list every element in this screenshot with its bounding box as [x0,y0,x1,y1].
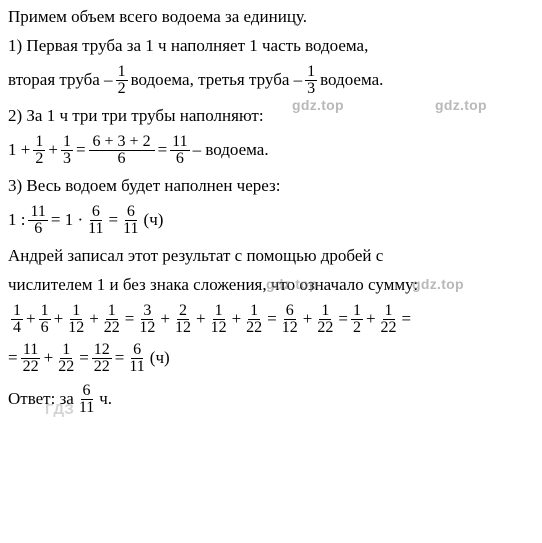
frac-11-6b: 11 6 [28,204,47,237]
p2a: 1 + [8,139,30,162]
frac-6-11d: 6 11 [77,383,96,416]
p2: 2) За 1 ч три три трубы наполняют: [8,105,264,128]
p1: 1) Первая труба за 1 ч наполняет 1 часть… [8,35,368,58]
point-2-eq: 1 + 1 2 + 1 3 = 6 + 3 + 2 6 = 11 6 – вод… [8,134,534,167]
p1b-c: водоема. [320,69,383,92]
frac-1-3b: 1 3 [61,134,73,167]
frac-1-12: 1 12 [66,303,86,336]
frac-632-6: 6 + 3 + 2 6 [89,134,155,167]
desc-2: числителем 1 и без знака сложения, что о… [8,274,534,297]
p3: 3) Весь водоем будет наполнен через: [8,175,280,198]
frac-6-11c: 6 11 [127,342,146,375]
desc2: числителем 1 и без знака сложения, что о… [8,274,418,297]
intro: Примем объем всего водоема за единицу. [8,6,307,29]
frac-6-11b: 6 11 [121,204,140,237]
frac-1-2: 1 2 [116,64,128,97]
ch: (ч) [150,347,170,370]
long-eq-2: = 11 22 + 1 22 = 12 22 = 6 11 (ч) [8,342,534,375]
answer-a: Ответ: за [8,388,74,411]
p2c: = [76,139,86,162]
point-1a: 1) Первая труба за 1 ч наполняет 1 часть… [8,35,534,58]
p3d: (ч) [144,209,164,232]
p3b: = 1 · [51,209,83,232]
p2e: – водоема. [193,139,269,162]
answer-b: ч. [99,388,112,411]
frac-6-11: 6 11 [86,204,105,237]
p2b: + [48,139,58,162]
frac-3-12: 3 12 [137,303,157,336]
desc-1: Андрей записал этот результат с помощью … [8,245,534,268]
frac-1-4: 1 4 [11,303,23,336]
p3c: = [109,209,119,232]
frac-1-2c: 1 2 [351,303,363,336]
frac-2-12: 2 12 [173,303,193,336]
frac-1-6: 1 6 [39,303,51,336]
frac-1-22c: 1 22 [315,303,335,336]
answer-line: Ответ: за 6 11 ч. [8,383,534,416]
p2d: = [158,139,168,162]
frac-1-22: 1 22 [102,303,122,336]
frac-1-3: 1 3 [305,64,317,97]
p1b-b: водоема, третья труба – [131,69,303,92]
frac-1-22e: 1 22 [56,342,76,375]
frac-11-6: 11 6 [170,134,189,167]
point-3: 3) Весь водоем будет наполнен через: [8,175,534,198]
point-1b: вторая труба – 1 2 водоема, третья труба… [8,64,534,97]
p3a: 1 : [8,209,25,232]
point-3-eq: 1 : 11 6 = 1 · 6 11 = 6 11 (ч) [8,204,534,237]
frac-12-22: 12 22 [92,342,112,375]
frac-6-12: 6 12 [280,303,300,336]
long-eq-1: 1 4 + 1 6 + 1 12 + 1 22 = 3 12 + 2 12 + … [8,303,534,336]
intro-text: Примем объем всего водоема за единицу. [8,6,534,29]
frac-1-22b: 1 22 [244,303,264,336]
frac-1-12b: 1 12 [209,303,229,336]
frac-11-22: 11 22 [21,342,41,375]
frac-1-2b: 1 2 [33,134,45,167]
desc1: Андрей записал этот результат с помощью … [8,245,383,268]
point-2: 2) За 1 ч три три трубы наполняют: [8,105,534,128]
p1b-a: вторая труба – [8,69,113,92]
frac-1-22d: 1 22 [379,303,399,336]
